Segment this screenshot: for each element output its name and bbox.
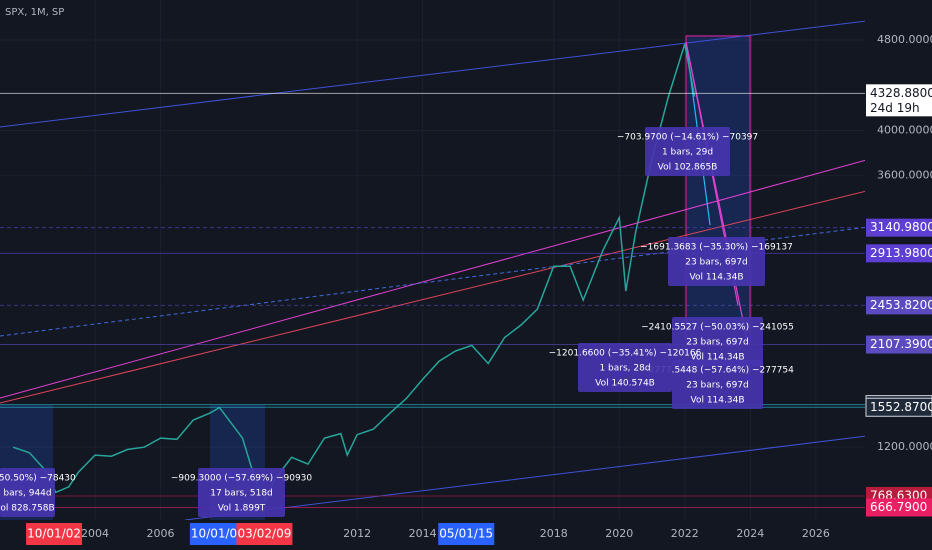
measure-text: 1 bars, 28d [599, 364, 650, 374]
x-tick-label: 2018 [540, 527, 568, 540]
measure-box [578, 343, 672, 392]
price-tag-label: 2453.8200 [870, 298, 932, 312]
symbol: SPX, 1M, SP [5, 7, 64, 18]
measure-text: 23 bars, 697d [686, 381, 749, 391]
measure-text: 23 bars, 697d [686, 338, 749, 348]
x-tick-label: 2006 [147, 527, 175, 540]
measure-text: −703.9700 (−14.61%) −70397 [617, 133, 758, 143]
price-tag [866, 498, 932, 517]
x-tick-label: 2012 [343, 527, 371, 540]
price-tag-label: 2913.9800 [870, 246, 932, 260]
measure-text: 0 (−50.50%) −78430 [0, 474, 76, 484]
arrow [685, 41, 749, 346]
trend-line [0, 218, 932, 337]
price-tag [866, 335, 932, 354]
price-tag [866, 244, 932, 263]
date-tag-label: 05/01/15 [439, 527, 493, 541]
trend-line [0, 141, 932, 399]
price-tag-label: 2107.3900 [870, 337, 932, 351]
trend-line [0, 12, 932, 128]
measurements: −703.9700 (−14.61%) −70397 1 bars, 29d Vol… [0, 127, 794, 517]
price-tag-label: 666.7900 [870, 500, 927, 514]
date-tag [438, 523, 495, 545]
price-tag [866, 296, 932, 315]
price-tag [866, 218, 932, 237]
measure-text: −1201.6600 (−35.41%) −120166 [549, 349, 702, 359]
measure-text: −1691.3683 (−35.30%) −169137 [640, 243, 793, 253]
measure-text: ol 828.758B [0, 504, 54, 514]
date-tag-label: 10/01/07 [191, 527, 245, 541]
measure-box [668, 237, 765, 286]
date-tag-label: 10/01/02 [27, 527, 81, 541]
axes: 1200.0000 3600.0000 4000.0000 4800.0000 2004… [26, 33, 932, 545]
price-tag [866, 84, 932, 117]
price-tag-label: 3140.9800 [870, 220, 932, 234]
trend-line [184, 427, 932, 521]
price-line [12, 43, 696, 502]
measure-box [645, 127, 730, 176]
date-tag [26, 523, 83, 545]
y-tick-label: 1200.0000 [877, 440, 932, 453]
y-tick-label: 4000.0000 [877, 124, 932, 137]
measure-text: Vol 114.34B [691, 353, 745, 363]
price-axis [865, 0, 932, 550]
trend-line [0, 174, 932, 404]
x-tick-label: 2004 [81, 527, 109, 540]
x-tick-label: 2014 [409, 527, 437, 540]
measure-text: −2777.5448 (−57.64%) −277754 [641, 366, 794, 376]
measure-text: bars, 944d [3, 489, 51, 499]
measure-text: Vol 114.34B [690, 273, 744, 283]
y-tick-label: 4800.0000 [877, 33, 932, 46]
measure-text: 1 bars, 29d [662, 148, 713, 158]
price-tag [865, 397, 932, 417]
date-tag-label: 03/02/09 [237, 527, 291, 541]
date-tag [189, 523, 246, 545]
x-tick-label: 2026 [802, 527, 830, 540]
price-tag-label: 1552.8700 [870, 400, 932, 414]
measure-box [672, 317, 763, 366]
measure-text: 23 bars, 697d [685, 258, 748, 268]
date-tag [236, 523, 293, 545]
measure-text: Vol 1.899T [218, 504, 266, 514]
x-tick-label: 2020 [605, 527, 633, 540]
measure-text: −909.3000 (−57.69%) −90930 [171, 474, 313, 484]
price-tag-label: 4328.8800 [870, 86, 932, 100]
measure-text: −2410.5527 (−50.03%) −241055 [641, 323, 794, 333]
x-tick-label: 2024 [736, 527, 764, 540]
countdown: 24d 19h [870, 101, 920, 115]
measure-text: Vol 114.34B [691, 396, 745, 406]
measure-box [672, 360, 763, 409]
measure-box [198, 468, 285, 517]
y-tick-label: 3600.0000 [877, 169, 932, 182]
measure-box [0, 468, 55, 517]
measure-text: 17 bars, 518d [210, 489, 273, 499]
x-tick-label: 2022 [671, 527, 699, 540]
measure-text: Vol 140.574B [595, 379, 655, 389]
measure-text: Vol 102.865B [658, 163, 718, 173]
